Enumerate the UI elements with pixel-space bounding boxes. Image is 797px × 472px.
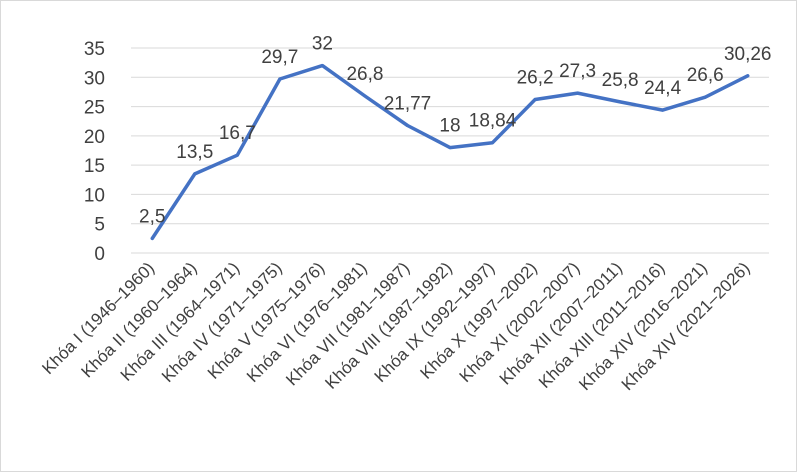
data-point bbox=[661, 108, 665, 112]
y-axis-ticks: 0 5 10 15 20 25 30 35 bbox=[84, 39, 105, 265]
data-point bbox=[448, 146, 452, 150]
data-label: 25,8 bbox=[602, 70, 639, 91]
y-tick-label: 0 bbox=[94, 244, 105, 265]
y-tick-label: 25 bbox=[84, 98, 105, 119]
y-tick-label: 15 bbox=[84, 156, 105, 177]
data-label: 26,6 bbox=[687, 65, 724, 86]
data-point bbox=[746, 74, 750, 78]
data-label: 16,7 bbox=[219, 123, 256, 144]
data-point bbox=[533, 98, 537, 102]
y-tick-label: 20 bbox=[84, 127, 105, 148]
data-label: 21,77 bbox=[384, 93, 432, 114]
data-point bbox=[278, 77, 282, 81]
data-label: 18,84 bbox=[469, 111, 517, 132]
data-point bbox=[491, 141, 495, 145]
data-label: 32 bbox=[312, 34, 333, 55]
data-point bbox=[576, 91, 580, 95]
data-label: 26,2 bbox=[517, 68, 554, 89]
data-label: 24,4 bbox=[644, 78, 681, 99]
data-label: 13,5 bbox=[176, 142, 213, 163]
data-point bbox=[320, 64, 324, 68]
y-tick-label: 30 bbox=[84, 68, 105, 89]
data-point bbox=[193, 172, 197, 176]
data-label: 2,5 bbox=[139, 206, 165, 227]
data-label: 30,26 bbox=[724, 44, 772, 65]
data-point bbox=[405, 123, 409, 127]
gridlines bbox=[131, 47, 769, 254]
x-axis-category-labels: Khóa I (1946–1960)Khóa II (1960–1964)Khó… bbox=[38, 258, 753, 394]
data-point bbox=[235, 153, 239, 157]
data-label: 18 bbox=[439, 116, 460, 137]
data-point bbox=[363, 94, 367, 98]
y-tick-label: 5 bbox=[94, 215, 105, 236]
data-point bbox=[618, 100, 622, 104]
series-line-group bbox=[150, 63, 750, 241]
data-label: 27,3 bbox=[559, 61, 596, 82]
data-point bbox=[703, 95, 707, 99]
data-point bbox=[150, 236, 154, 240]
data-label: 29,7 bbox=[261, 47, 298, 68]
y-tick-label: 35 bbox=[84, 39, 105, 60]
y-tick-label: 10 bbox=[84, 185, 105, 206]
data-label: 26,8 bbox=[346, 64, 383, 85]
data-labels: 2,5 13,5 16,7 29,7 32 26,821,77 18 18,84 26,2 27,… bbox=[139, 34, 771, 228]
